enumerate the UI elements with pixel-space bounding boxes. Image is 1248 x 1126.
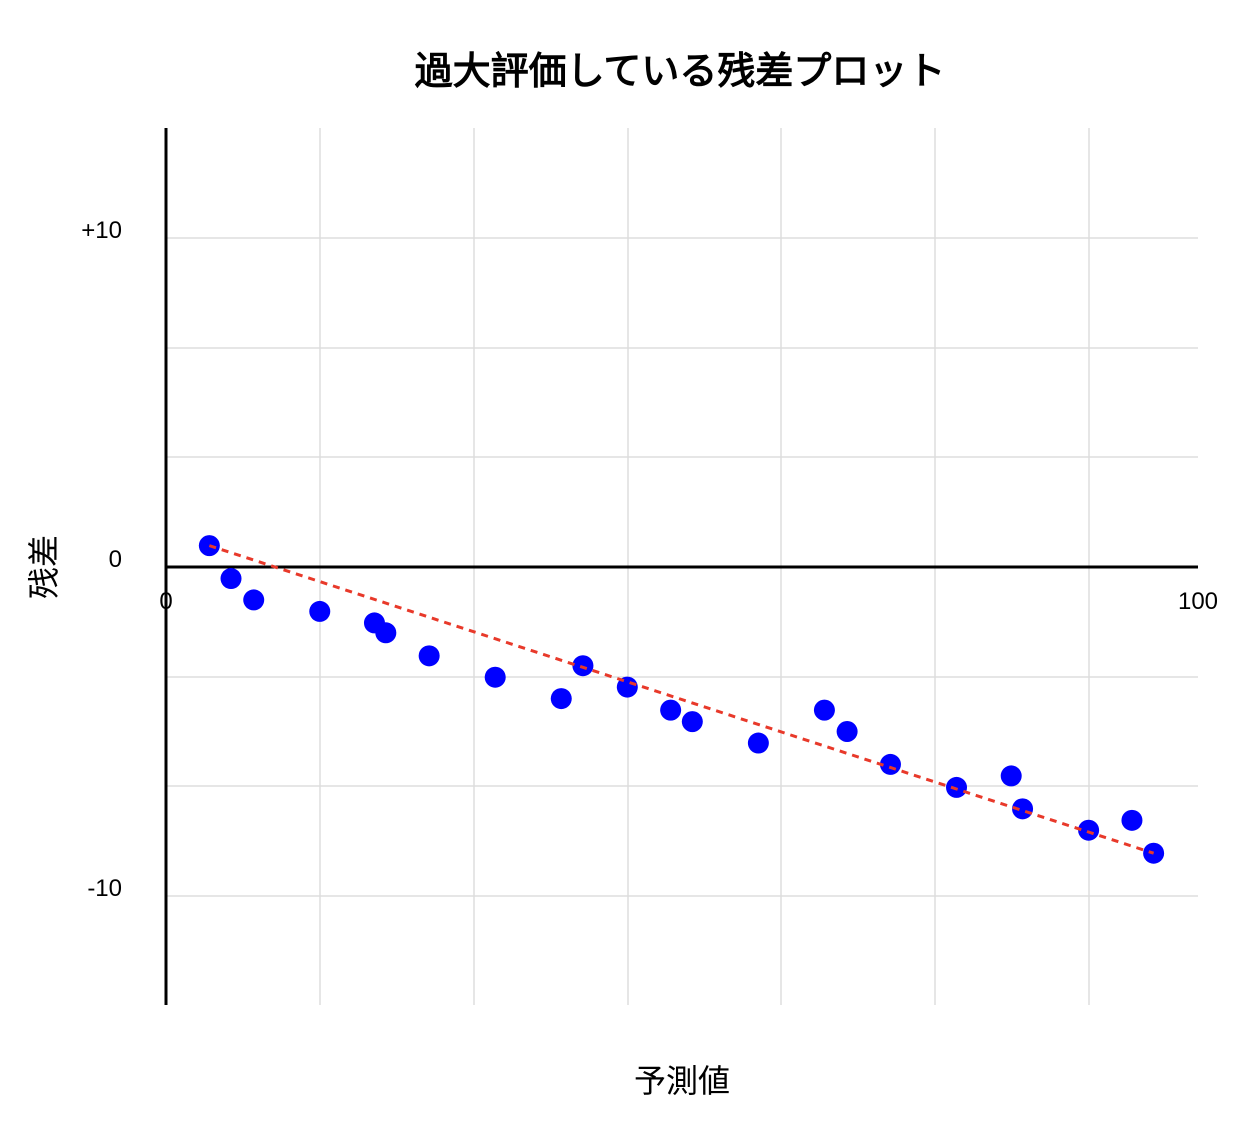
data-point [550, 688, 572, 710]
x-axis-label: 予測値 [634, 1062, 730, 1100]
data-point [484, 666, 506, 688]
data-point [309, 600, 331, 622]
data-point [879, 753, 901, 775]
y-axis-label: 残差 [25, 535, 63, 599]
data-point [418, 645, 440, 667]
data-point [243, 589, 265, 611]
y-tick-label: -10 [87, 875, 122, 902]
trend-line [208, 544, 1155, 855]
y-tick-label: 0 [109, 546, 122, 573]
data-point [572, 655, 594, 677]
data-point [1012, 798, 1034, 820]
data-point [1078, 819, 1100, 841]
data-point [220, 568, 242, 590]
chart-title: 過大評価している残差プロット [415, 49, 946, 93]
y-tick-label: +10 [81, 217, 122, 244]
data-point [946, 776, 968, 798]
data-point [1121, 809, 1143, 831]
x-tick-label: 100 [1178, 588, 1218, 615]
data-point [813, 699, 835, 721]
data-point [616, 676, 638, 698]
data-point [747, 732, 769, 754]
data-points [198, 535, 1165, 864]
data-point [681, 711, 703, 733]
data-point [836, 721, 858, 742]
x-tick-label: 0 [159, 588, 172, 615]
data-point [660, 699, 682, 721]
data-point [375, 622, 397, 644]
data-point [1000, 765, 1022, 787]
